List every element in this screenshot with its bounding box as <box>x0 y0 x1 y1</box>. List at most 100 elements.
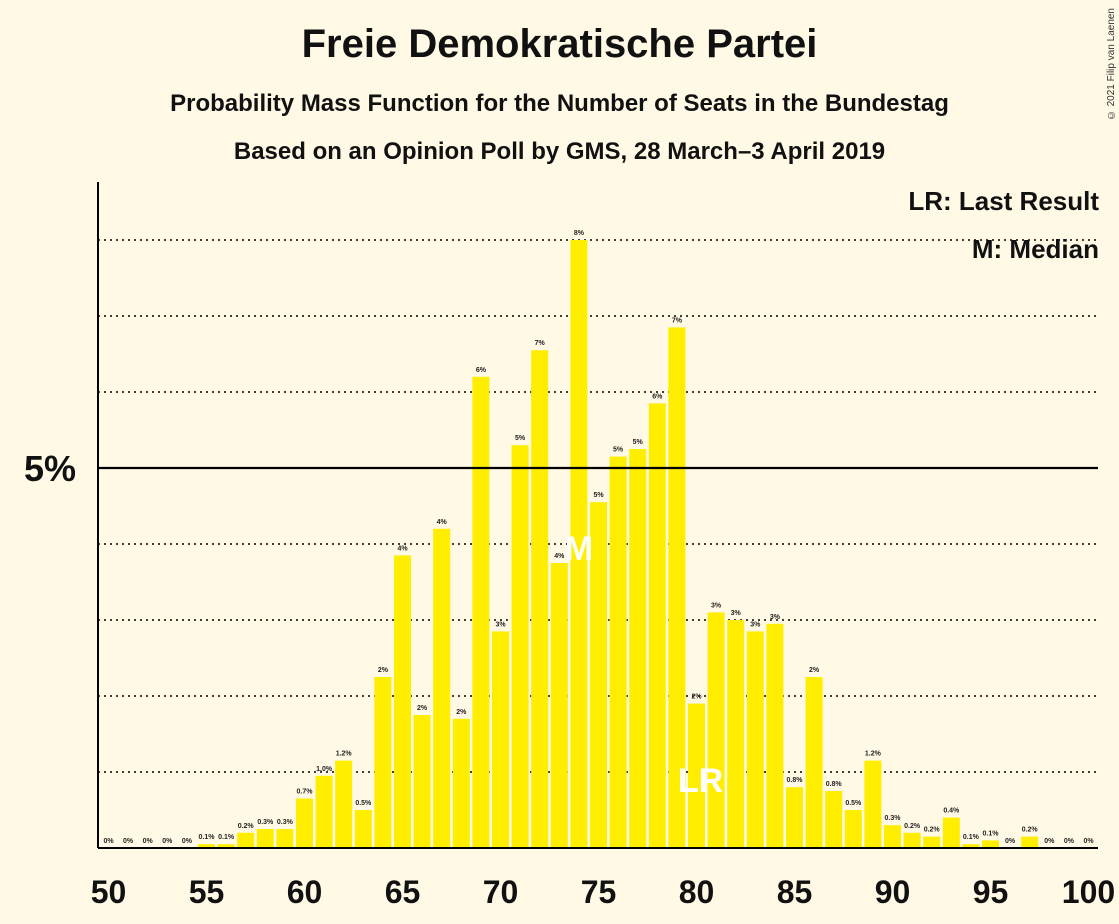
legend-median: M: Median <box>971 234 1099 264</box>
bar-value-label: 3% <box>495 621 506 628</box>
bar <box>746 631 764 848</box>
bar <box>315 775 333 848</box>
bar-value-label: 0.2% <box>904 823 921 830</box>
x-tick-label: 75 <box>581 874 617 910</box>
chart-subtitle: Probability Mass Function for the Number… <box>170 90 949 117</box>
bar <box>884 825 901 848</box>
bar-value-label: 8% <box>574 230 585 237</box>
bar <box>688 703 705 848</box>
bar <box>570 240 588 848</box>
bar-value-label: 0% <box>182 838 193 845</box>
bar <box>903 832 921 848</box>
bar-value-label: 2% <box>456 709 467 716</box>
bar-value-label: 0.2% <box>924 827 941 834</box>
bar-value-label: 5% <box>593 492 604 499</box>
bar <box>296 798 313 848</box>
bar-value-label: 0.8% <box>826 781 843 788</box>
bar-value-label: 0% <box>1064 838 1075 845</box>
bar-value-label: 0.3% <box>257 819 274 826</box>
bar-value-label: 5% <box>613 447 624 454</box>
bar <box>237 832 255 848</box>
bar <box>864 760 882 848</box>
bar-value-label: 5% <box>633 439 644 446</box>
bar-value-label: 1.0% <box>316 766 333 773</box>
bar <box>394 555 411 848</box>
bar-value-label: 3% <box>770 614 781 621</box>
bar <box>256 829 274 848</box>
x-tick-label: 90 <box>875 874 911 910</box>
bar <box>335 760 353 848</box>
bar-value-label: 4% <box>397 545 408 552</box>
bar-value-label: 2% <box>691 694 702 701</box>
bar <box>923 836 941 848</box>
bar <box>413 715 431 848</box>
bar <box>629 449 647 848</box>
bar-value-label: 1.2% <box>865 751 882 758</box>
bar <box>198 844 215 848</box>
bar-value-label: 1.2% <box>336 751 353 758</box>
bar <box>766 623 784 848</box>
bar <box>609 456 627 848</box>
x-tick-label: 85 <box>777 874 813 910</box>
y-tick-label: 5% <box>24 448 76 489</box>
bar <box>511 445 529 848</box>
bar <box>433 528 451 848</box>
bar-value-label: 0% <box>1083 838 1094 845</box>
bar <box>492 631 509 848</box>
bar-value-label: 0.1% <box>983 830 1000 837</box>
bar-value-label: 2% <box>809 667 820 674</box>
bar <box>1021 836 1039 848</box>
bar <box>942 817 960 848</box>
bar-value-label: 0.1% <box>963 834 980 841</box>
bar <box>727 620 745 848</box>
bar <box>550 563 568 848</box>
bar-value-label: 4% <box>554 553 565 560</box>
bar-value-label: 3% <box>750 621 761 628</box>
bar <box>452 718 470 848</box>
bar-value-label: 7% <box>672 317 683 324</box>
bar-value-label: 0% <box>123 838 134 845</box>
bar-value-label: 2% <box>378 667 389 674</box>
bar-value-label: 0% <box>143 838 154 845</box>
bar <box>276 829 294 848</box>
x-tick-label: 80 <box>679 874 715 910</box>
bar-value-label: 2% <box>417 705 428 712</box>
last-result-marker: LR <box>678 762 723 800</box>
x-tick-label: 60 <box>287 874 323 910</box>
x-tick-label: 55 <box>189 874 225 910</box>
bar-value-label: 0% <box>103 838 114 845</box>
bar <box>354 810 372 848</box>
x-tick-label: 50 <box>91 874 127 910</box>
bar <box>472 376 490 848</box>
bar <box>668 327 686 848</box>
bar <box>825 791 843 848</box>
x-tick-label: 70 <box>483 874 519 910</box>
bar <box>374 677 392 848</box>
chart-source-subtitle: Based on an Opinion Poll by GMS, 28 Marc… <box>233 138 886 165</box>
bar <box>805 677 823 848</box>
median-marker: M <box>565 530 593 568</box>
bar-value-label: 0.1% <box>218 834 235 841</box>
bar-value-label: 0.2% <box>238 823 255 830</box>
bar-value-label: 0.3% <box>885 815 902 822</box>
chart-title: Freie Demokratische Partei <box>301 22 818 66</box>
bar-value-label: 5% <box>515 435 526 442</box>
bar-value-label: 0% <box>1044 838 1055 845</box>
bar-value-label: 7% <box>535 340 546 347</box>
bar <box>786 787 803 848</box>
bar-value-label: 0.5% <box>355 800 372 807</box>
bar <box>962 844 980 848</box>
x-tick-label: 65 <box>385 874 421 910</box>
x-tick-label: 95 <box>973 874 1009 910</box>
bar-value-label: 0% <box>1005 838 1016 845</box>
bar-value-label: 0.2% <box>1022 827 1039 834</box>
bar-value-label: 0.4% <box>943 808 960 815</box>
bar-value-label: 0.5% <box>845 800 862 807</box>
bar <box>531 350 549 848</box>
legend-last-result: LR: Last Result <box>908 186 1099 216</box>
bar <box>707 612 725 848</box>
bar-value-label: 0% <box>162 838 173 845</box>
bar-value-label: 4% <box>437 519 448 526</box>
bar-value-label: 0.1% <box>199 834 216 841</box>
